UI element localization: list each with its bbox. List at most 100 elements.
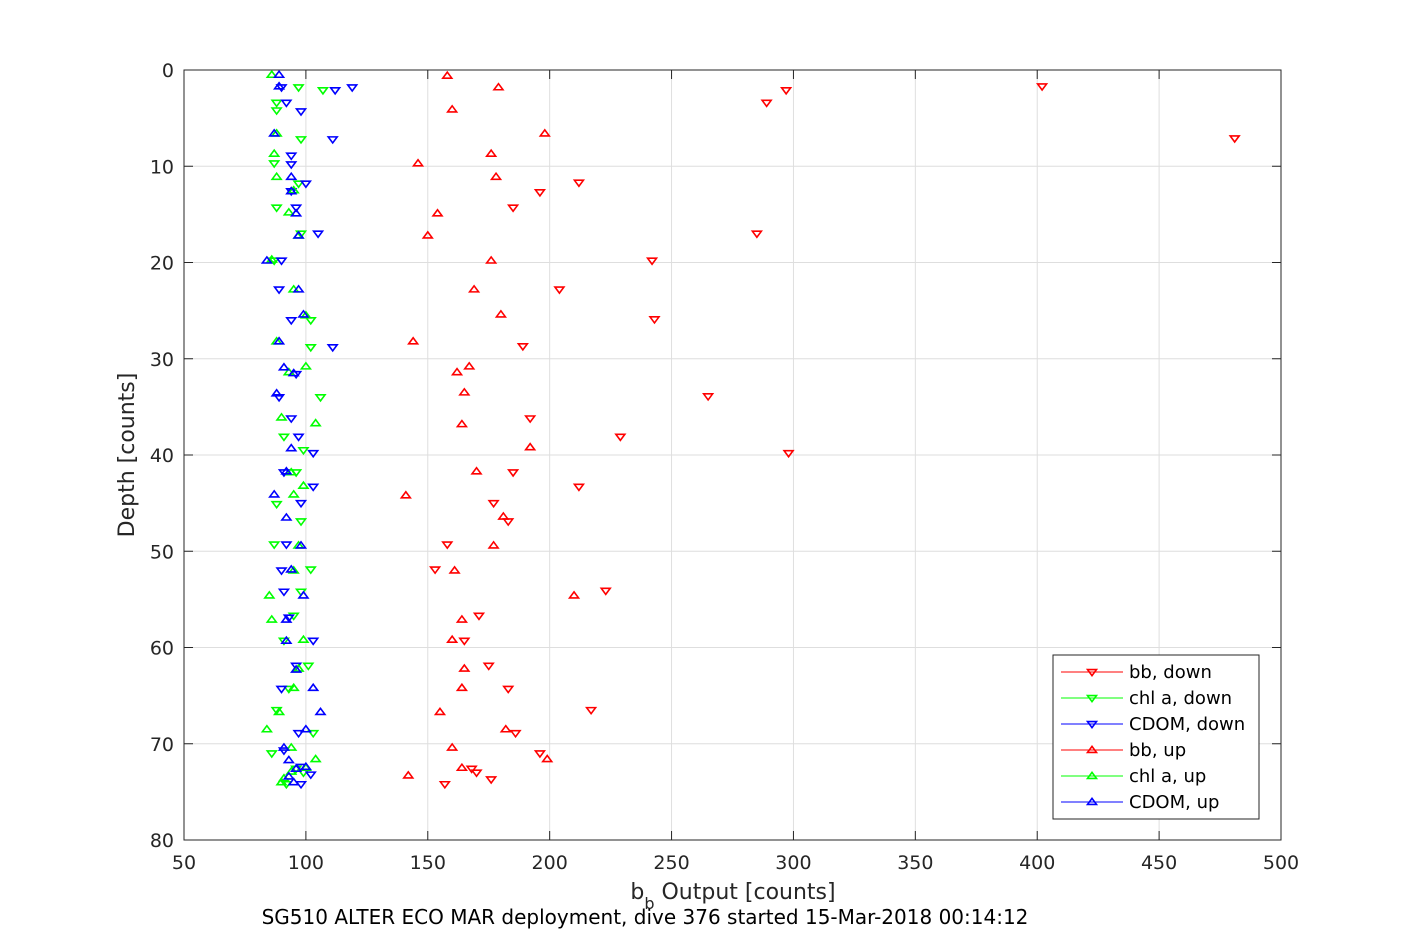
data-point (268, 489, 281, 498)
data-point (487, 499, 500, 509)
data-point (265, 614, 278, 623)
y-tick-label: 40 (150, 445, 174, 467)
legend-label: bb, down (1129, 662, 1212, 683)
legend-label: CDOM, down (1129, 714, 1245, 735)
y-tick-label: 20 (150, 253, 174, 275)
data-point (482, 662, 495, 671)
data-point (294, 499, 308, 509)
data-point (260, 255, 273, 264)
data-point (285, 564, 298, 573)
data-point (277, 588, 291, 597)
data-point (285, 161, 298, 170)
data-point (553, 286, 566, 295)
data-point (280, 541, 293, 550)
data-point (1036, 83, 1049, 92)
data-point (314, 394, 327, 403)
data-point (292, 433, 305, 442)
data-point (533, 750, 547, 759)
data-point (524, 442, 537, 451)
data-point (307, 729, 320, 739)
y-tick-label: 0 (162, 60, 174, 82)
data-point (450, 367, 464, 376)
data-point (270, 99, 283, 108)
data-point (285, 171, 298, 181)
data-point (567, 590, 581, 599)
series-bb-up (399, 70, 581, 779)
data-point (287, 185, 300, 194)
data-point (297, 446, 310, 456)
data-point (702, 393, 715, 402)
data-point (275, 567, 288, 576)
data-point (502, 685, 515, 694)
data-point (465, 765, 478, 774)
y-tick-label: 30 (150, 349, 174, 371)
data-point (272, 336, 286, 345)
data-point (297, 634, 310, 644)
x-tick-label: 450 (1141, 852, 1177, 874)
data-point (485, 148, 498, 157)
data-point (572, 179, 586, 188)
data-point (329, 86, 342, 96)
data-point (307, 483, 320, 492)
x-tick-label: 300 (775, 852, 811, 874)
legend-marker (1085, 771, 1099, 780)
data-point (270, 388, 283, 397)
data-point (275, 412, 288, 421)
data-point (472, 612, 486, 621)
data-point (441, 70, 454, 80)
data-point (275, 777, 288, 786)
legend-box (1052, 654, 1260, 820)
data-point (263, 590, 276, 599)
data-point (599, 587, 612, 596)
data-point (280, 635, 293, 644)
data-point (307, 449, 320, 459)
data-point (304, 566, 317, 575)
y-axis-label: Depth [counts] (115, 373, 140, 538)
x-axis-label-main: b (630, 880, 644, 905)
data-point (411, 158, 425, 167)
y-tick-label: 50 (150, 541, 174, 563)
data-point (294, 136, 308, 145)
data-point (282, 367, 295, 376)
data-point (470, 466, 483, 475)
data-point (455, 419, 468, 428)
data-point (309, 418, 322, 427)
data-point (294, 230, 308, 239)
data-point (270, 500, 283, 510)
data-point (277, 742, 291, 751)
data-point (260, 724, 273, 733)
data-point (485, 776, 498, 785)
x-tick-label: 350 (897, 852, 933, 874)
data-point (287, 682, 300, 692)
x-axis-label-rest: Output [counts] (655, 880, 836, 905)
data-point (290, 763, 303, 773)
data-point (458, 637, 471, 646)
data-point (780, 86, 793, 96)
data-point (541, 754, 554, 763)
data-point (285, 317, 298, 326)
data-point (487, 540, 500, 549)
data-point (304, 771, 317, 780)
data-point (275, 257, 288, 266)
legend-marker (1085, 694, 1099, 703)
data-point (265, 254, 278, 263)
data-point (782, 449, 795, 459)
x-tick-label: 500 (1263, 852, 1299, 874)
data-point (463, 361, 476, 370)
data-point (760, 99, 773, 108)
data-point (294, 518, 308, 527)
data-point (287, 489, 300, 498)
y-tick-label: 70 (150, 734, 174, 756)
data-point (614, 433, 627, 442)
data-point (282, 771, 295, 780)
data-point (282, 685, 295, 694)
data-point (438, 780, 451, 790)
data-points (260, 69, 1241, 790)
data-point (277, 433, 291, 442)
data-point (302, 662, 315, 671)
data-point (275, 685, 288, 694)
data-point (326, 136, 339, 145)
data-point (265, 69, 278, 79)
data-point (287, 777, 300, 786)
